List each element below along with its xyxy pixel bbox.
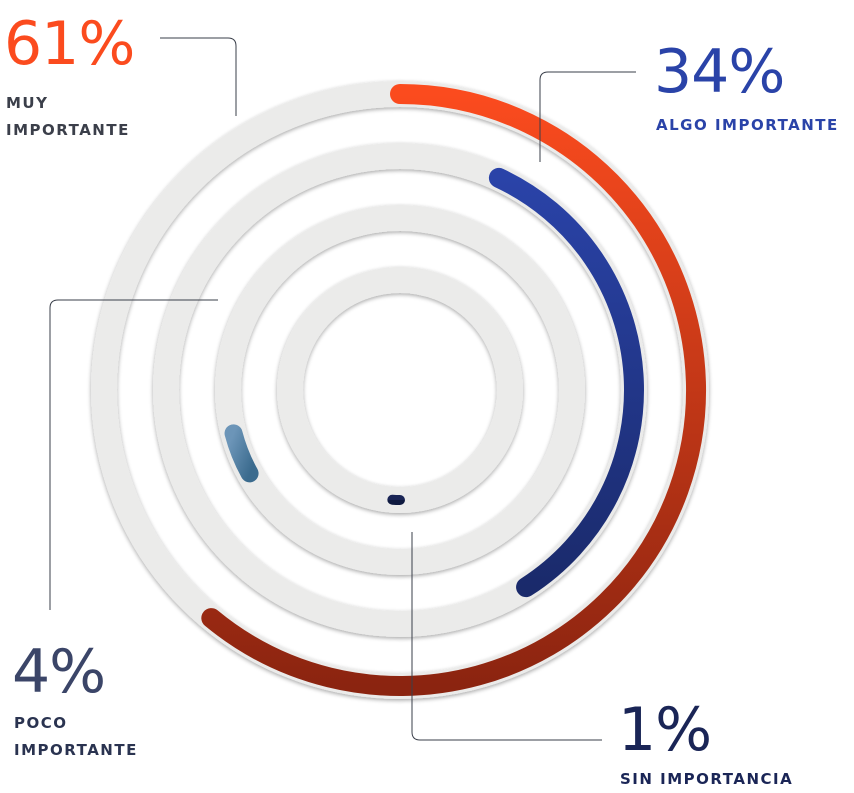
label-algo-importante-line1: ALGO IMPORTANTE	[656, 112, 839, 139]
label-muy-importante: MUY IMPORTANTE	[6, 90, 130, 144]
label-sin-importancia: SIN IMPORTANCIA	[620, 766, 793, 793]
track-ring-4	[290, 280, 510, 500]
label-muy-importante-line1: MUY	[6, 90, 130, 117]
value-algo-importante: 34%	[654, 42, 784, 102]
value-muy-importante: 61%	[4, 14, 134, 74]
label-muy-importante-line2: IMPORTANTE	[6, 117, 130, 144]
label-algo-importante: ALGO IMPORTANTE	[656, 112, 839, 139]
value-sin-importancia: 1%	[618, 700, 711, 760]
label-poco-importante: POCO IMPORTANTE	[14, 710, 138, 764]
label-sin-importancia-line1: SIN IMPORTANCIA	[620, 766, 793, 793]
label-poco-importante-line1: POCO	[14, 710, 138, 737]
label-poco-importante-line2: IMPORTANTE	[14, 737, 138, 764]
leader-line-muy-importante	[160, 38, 236, 116]
leader-line-poco-importante	[50, 300, 218, 610]
value-poco-importante: 4%	[12, 642, 105, 702]
